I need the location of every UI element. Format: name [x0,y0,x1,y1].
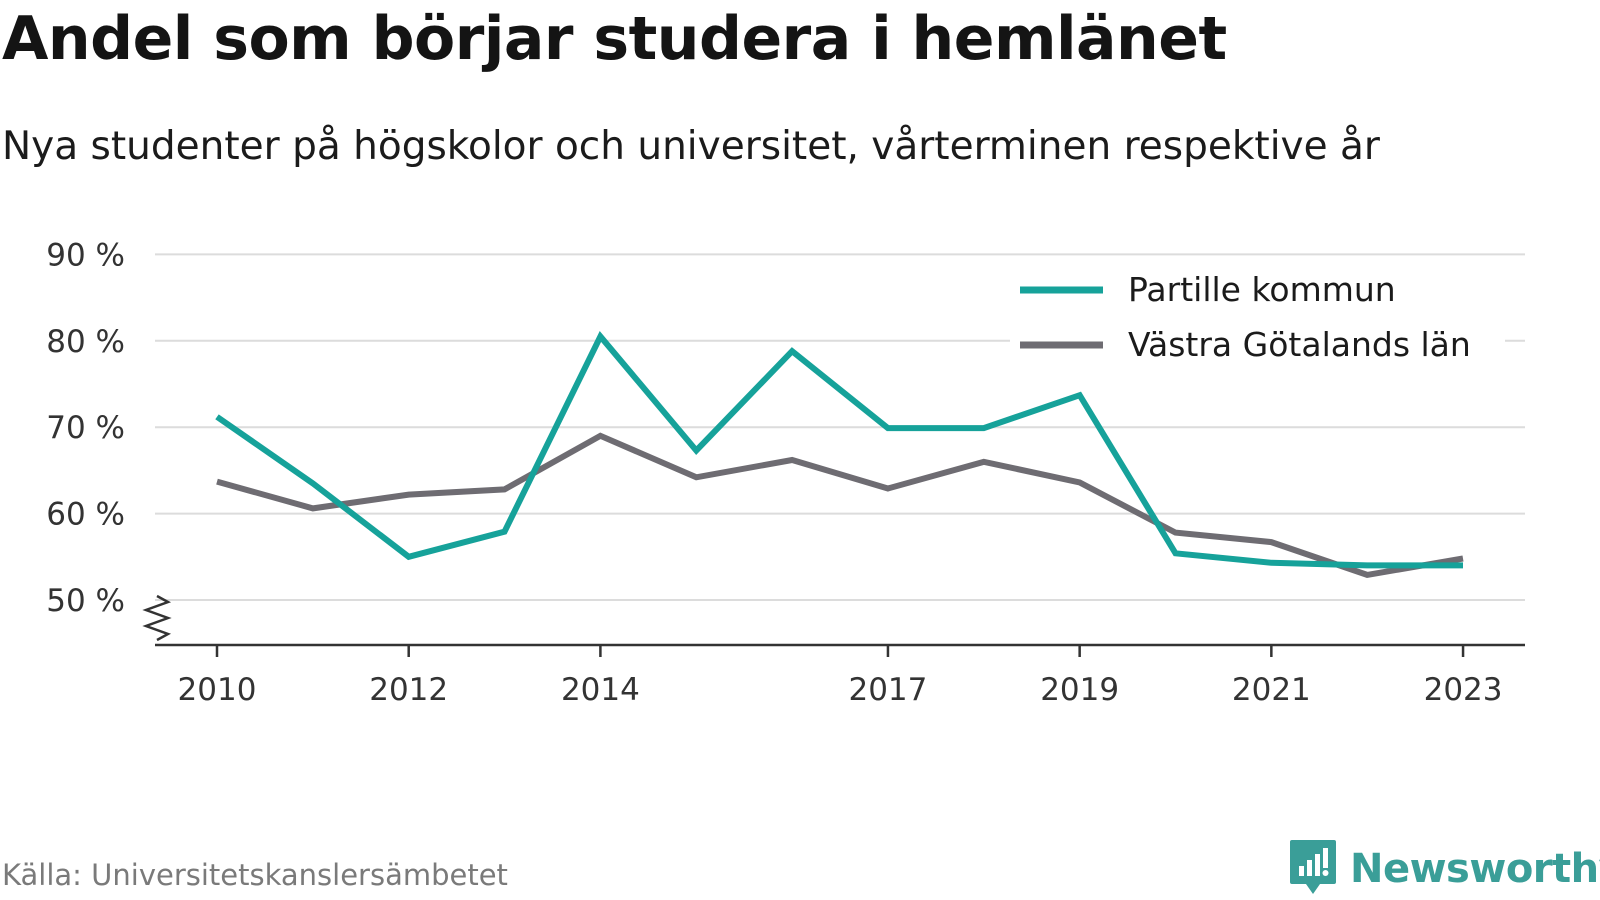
y-tick-label: 60 % [46,497,125,533]
y-tick-label: 90 % [46,237,125,273]
legend-label: Västra Götalands län [1128,325,1471,364]
y-tick-label: 80 % [46,324,125,360]
x-tick-label: 2010 [178,672,257,708]
x-tick-label: 2017 [848,672,927,708]
y-tick-label: 70 % [46,410,125,446]
legend-label: Partille kommun [1128,270,1396,309]
brand-name: Newsworthy [1350,846,1600,892]
x-tick-label: 2021 [1232,672,1311,708]
chart-bubble-icon [1288,838,1338,900]
chart-title: Andel som börjar studera i hemlänet [2,4,1227,74]
source-note: Källa: Universitetskanslersämbetet [2,858,508,892]
brand-logo[interactable]: Newsworthy [1288,838,1600,900]
x-tick-label: 2019 [1040,672,1119,708]
x-tick-label: 2014 [561,672,640,708]
x-tick-label: 2012 [369,672,448,708]
chart-subtitle: Nya studenter på högskolor och universit… [2,124,1380,169]
series-line-vastra-gotaland [216,432,1464,578]
y-axis-break-icon [142,594,172,642]
x-tick-label: 2023 [1424,672,1503,708]
y-tick-label: 50 % [46,583,125,619]
series-line-partille [215,331,1463,569]
